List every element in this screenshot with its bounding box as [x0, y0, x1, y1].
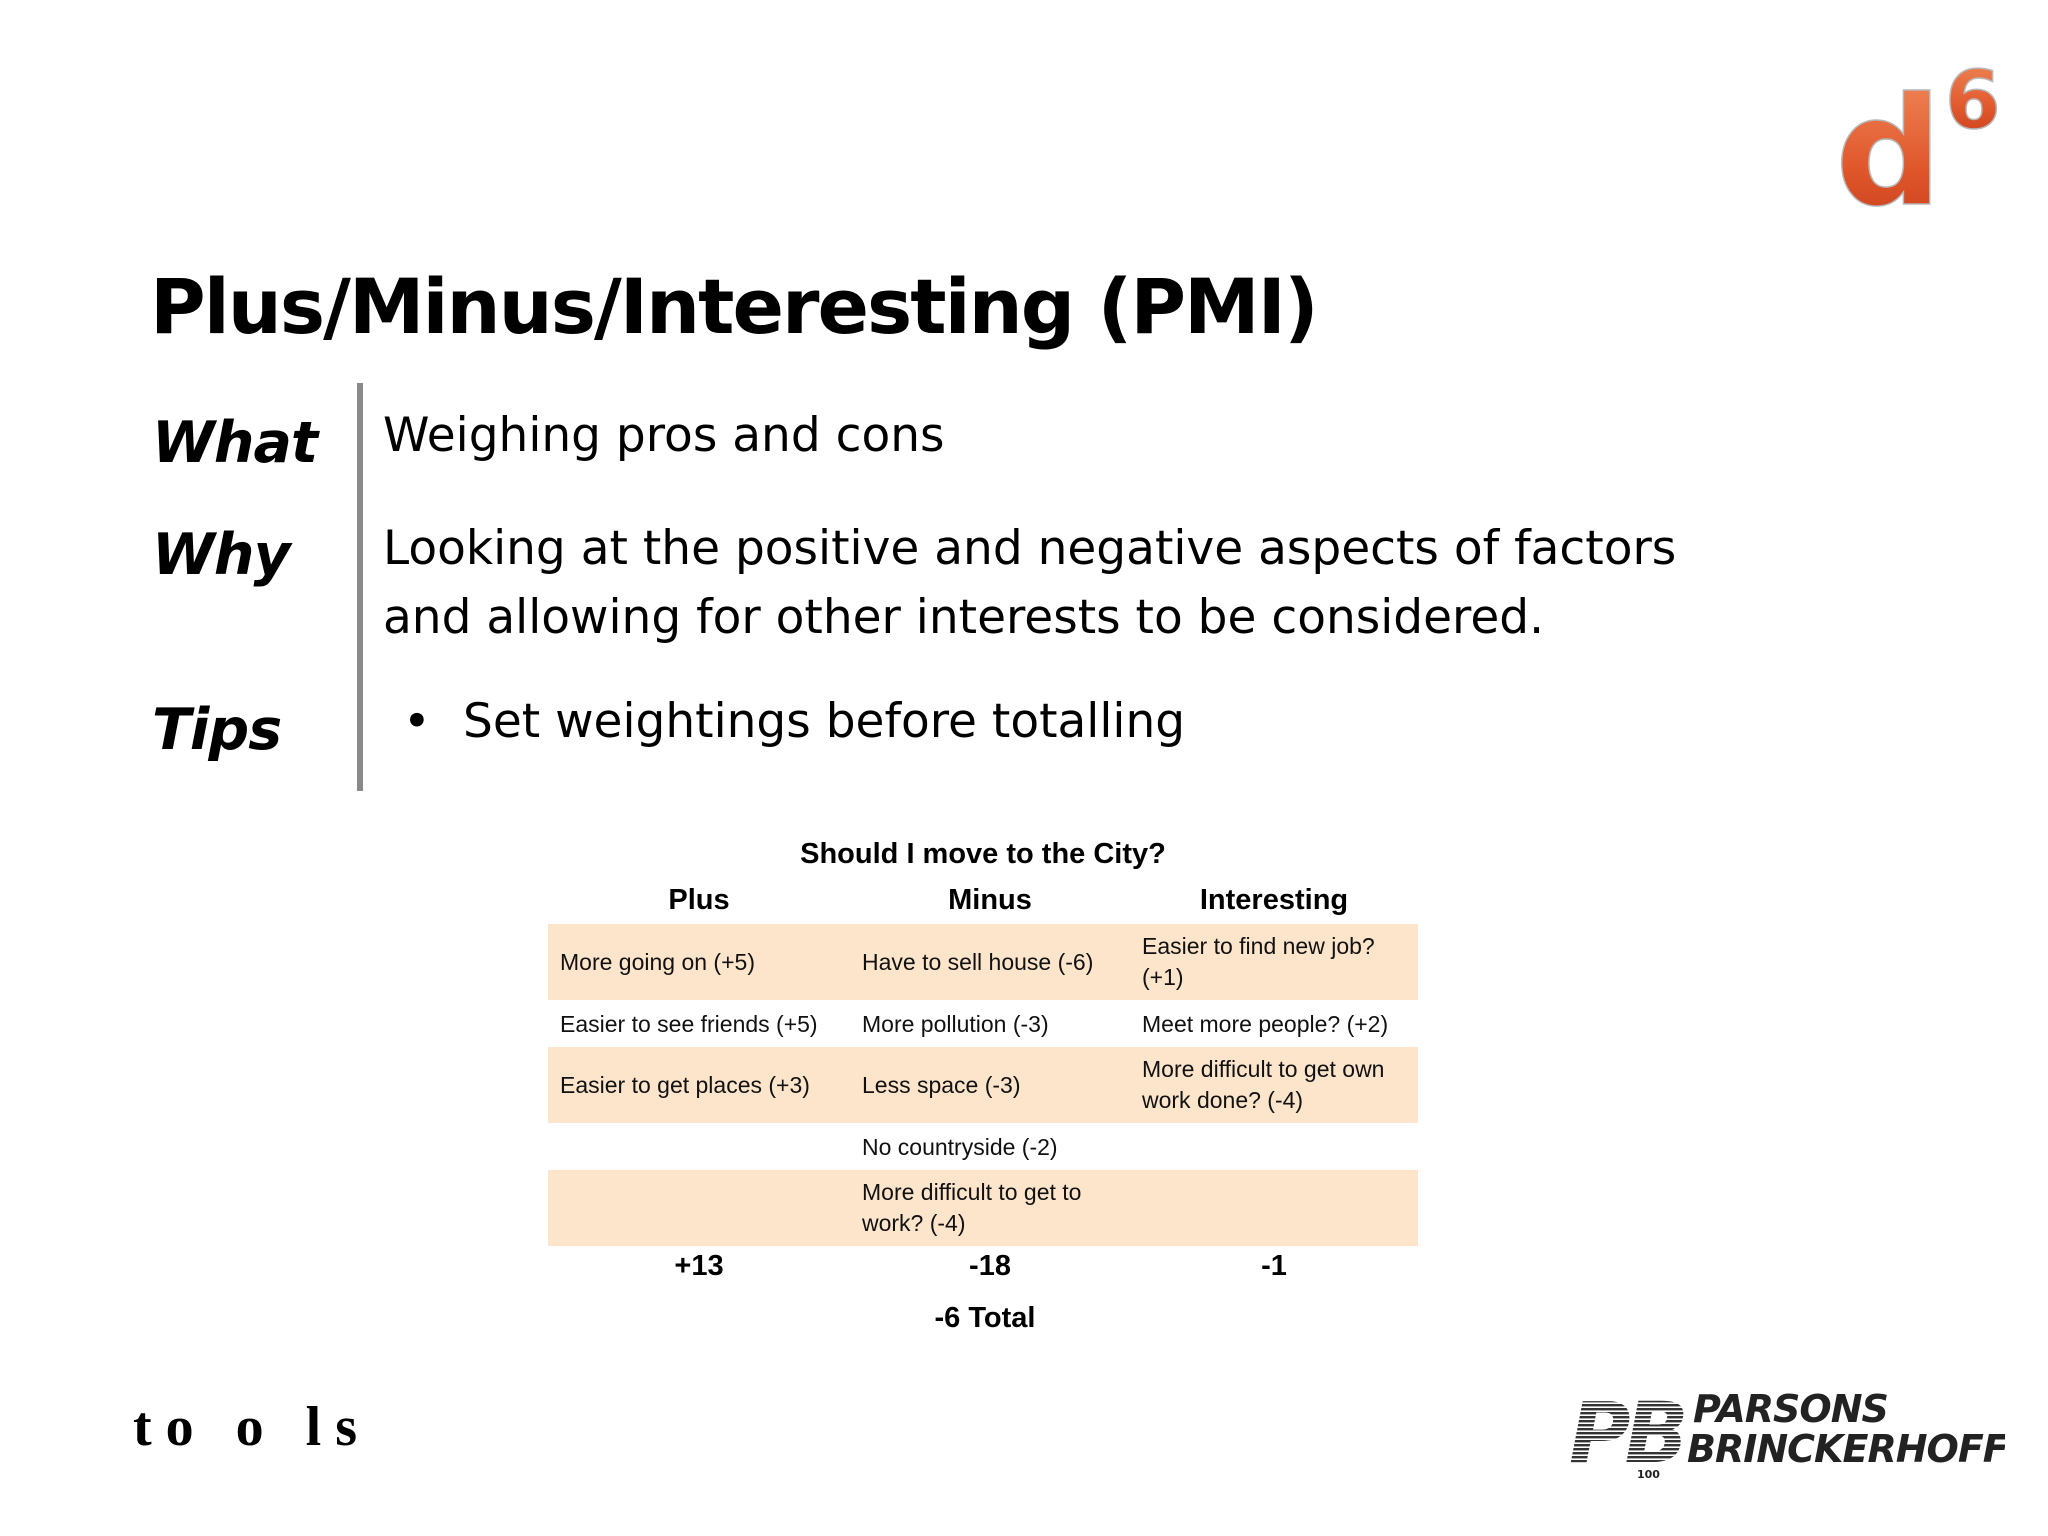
column-header-plus: Plus	[668, 884, 730, 916]
years-mark: 100	[1637, 1468, 1660, 1480]
table-cell: Less space (-3)	[850, 1047, 1130, 1124]
pb-mark: PB	[1569, 1384, 1684, 1480]
table-row: More difficult to get to work? (-4)	[548, 1170, 1418, 1246]
table-row: No countryside (-2)	[548, 1123, 1418, 1170]
slide-title: Plus/Minus/Interesting (PMI)	[150, 262, 1319, 351]
what-text: Weighing pros and cons	[383, 408, 945, 463]
table-cell: No countryside (-2)	[850, 1123, 1130, 1170]
bullet-icon: •	[403, 694, 431, 749]
table-cell: Meet more people? (+2)	[1130, 1000, 1418, 1047]
table-cell: Have to sell house (-6)	[850, 924, 1130, 1001]
parsons-brinckerhoff-logo: PB PARSONS BRINCKERHOFF 100	[1569, 1384, 2005, 1480]
why-label: Why	[152, 522, 291, 588]
table-cell: More pollution (-3)	[850, 1000, 1130, 1047]
minus-total: -18	[969, 1250, 1011, 1282]
table-cell	[1130, 1170, 1418, 1246]
table-cell: Easier to get places (+3)	[548, 1047, 850, 1124]
table-row: Easier to see friends (+5) More pollutio…	[548, 1000, 1418, 1047]
grand-total: -6 Total	[934, 1302, 1036, 1334]
table-cell	[1130, 1123, 1418, 1170]
logo-letter-d: d	[1835, 66, 1942, 222]
why-line-2: and allowing for other interests to be c…	[383, 590, 1545, 645]
column-header-minus: Minus	[948, 884, 1032, 916]
logo-superscript: 6	[1945, 62, 2001, 147]
table-cell: More difficult to get own work done? (-4…	[1130, 1047, 1418, 1124]
tip-text: Set weightings before totalling	[463, 694, 1186, 749]
d6-logo: d 6	[1835, 62, 2001, 222]
table-cell: More going on (+5)	[548, 924, 850, 1001]
what-label: What	[152, 410, 318, 476]
pmi-table-title: Should I move to the City?	[800, 838, 1166, 870]
pmi-table: More going on (+5) Have to sell house (-…	[548, 924, 1418, 1246]
table-cell: More difficult to get to work? (-4)	[850, 1170, 1130, 1246]
plus-total: +13	[674, 1250, 724, 1282]
divider-line	[357, 383, 363, 791]
table-cell	[548, 1170, 850, 1246]
why-text: Looking at the positive and negative asp…	[383, 514, 1676, 652]
column-header-interesting: Interesting	[1199, 884, 1349, 916]
footer-tools-label: to o ls	[133, 1396, 371, 1458]
table-row: Easier to get places (+3) Less space (-3…	[548, 1047, 1418, 1124]
tip-item: • Set weightings before totalling	[383, 687, 1185, 756]
why-line-1: Looking at the positive and negative asp…	[383, 521, 1677, 576]
company-name-line-2: BRINCKERHOFF	[1687, 1427, 2005, 1471]
table-cell: Easier to see friends (+5)	[548, 1000, 850, 1047]
interesting-total: -1	[1261, 1250, 1287, 1282]
table-cell	[548, 1123, 850, 1170]
table-row: More going on (+5) Have to sell house (-…	[548, 924, 1418, 1001]
tips-list: • Set weightings before totalling	[383, 687, 1185, 756]
tips-label: Tips	[152, 697, 282, 763]
company-name-line-1: PARSONS	[1693, 1387, 1888, 1431]
table-cell: Easier to find new job? (+1)	[1130, 924, 1418, 1001]
